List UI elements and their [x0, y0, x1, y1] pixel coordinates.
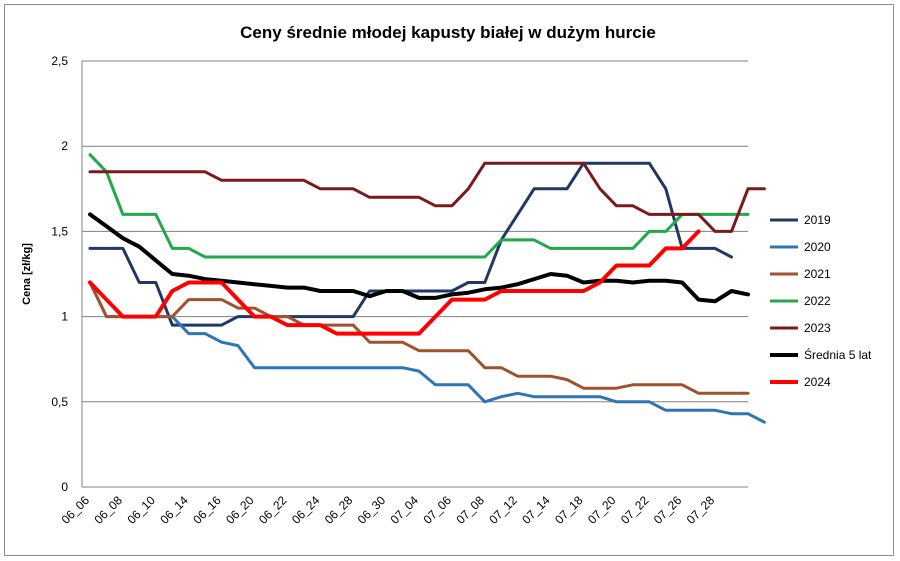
legend-label: 2024	[804, 375, 831, 389]
x-tick-label: 06_14	[157, 493, 191, 527]
x-tick-label: 06_24	[289, 493, 323, 527]
series-line	[88, 161, 733, 327]
legend-label: 2023	[804, 321, 831, 335]
axes	[81, 61, 748, 488]
x-axis-ticks: 06_06 06_08 06_10 06_14 06_16 06_20 06_22 06_24…	[59, 493, 718, 527]
legend-label: Średnia 5 lat	[804, 347, 872, 362]
chart-frame	[4, 4, 894, 556]
y-tick-label: 1	[61, 310, 68, 324]
series-line	[88, 281, 766, 424]
x-tick-label: 07_18	[552, 493, 586, 527]
chart-title: Ceny średnie młodej kapusty białej w duż…	[240, 23, 656, 42]
x-tick-label: 07_14	[519, 493, 553, 527]
series-line	[88, 281, 750, 395]
x-tick-label: 07_08	[453, 493, 487, 527]
series-line	[88, 212, 750, 304]
y-tick-label: 2	[61, 139, 68, 153]
x-tick-label: 07_22	[618, 493, 652, 527]
x-tick-label: 07_06	[421, 493, 455, 527]
x-tick-label: 06_28	[322, 493, 356, 527]
x-tick-label: 06_30	[355, 493, 389, 527]
series-lines	[88, 153, 766, 424]
x-tick-label: 07_20	[585, 493, 619, 527]
y-tick-label: 1,5	[51, 224, 68, 238]
series-line	[88, 153, 750, 259]
x-tick-label: 07_26	[651, 493, 685, 527]
y-tick-label: 0	[61, 480, 68, 494]
legend: 2019 2020 2021 2022 2023 Średnia 5 lat 2024	[770, 213, 872, 389]
x-tick-label: 06_06	[59, 493, 93, 527]
legend-label: 2021	[804, 267, 831, 281]
x-tick-label: 06_20	[223, 493, 257, 527]
y-axis-label: Cena [zł/kg]	[21, 243, 33, 305]
x-tick-label: 06_22	[256, 493, 290, 527]
y-tick-label: 0,5	[51, 395, 68, 409]
y-axis-ticks: 0 0,5 1 1,5 2 2,5	[51, 54, 68, 494]
legend-label: 2019	[804, 213, 831, 227]
legend-label: 2022	[804, 294, 831, 308]
y-tick-label: 2,5	[51, 54, 68, 68]
x-tick-label: 06_10	[124, 493, 158, 527]
x-tick-label: 07_04	[388, 493, 422, 527]
series-line	[88, 229, 701, 336]
legend-label: 2020	[804, 240, 831, 254]
x-tick-label: 07_12	[486, 493, 520, 527]
x-tick-label: 06_16	[190, 493, 224, 527]
x-tick-label: 06_08	[92, 493, 126, 527]
series-line	[88, 161, 766, 233]
x-tick-label: 07_28	[684, 493, 718, 527]
